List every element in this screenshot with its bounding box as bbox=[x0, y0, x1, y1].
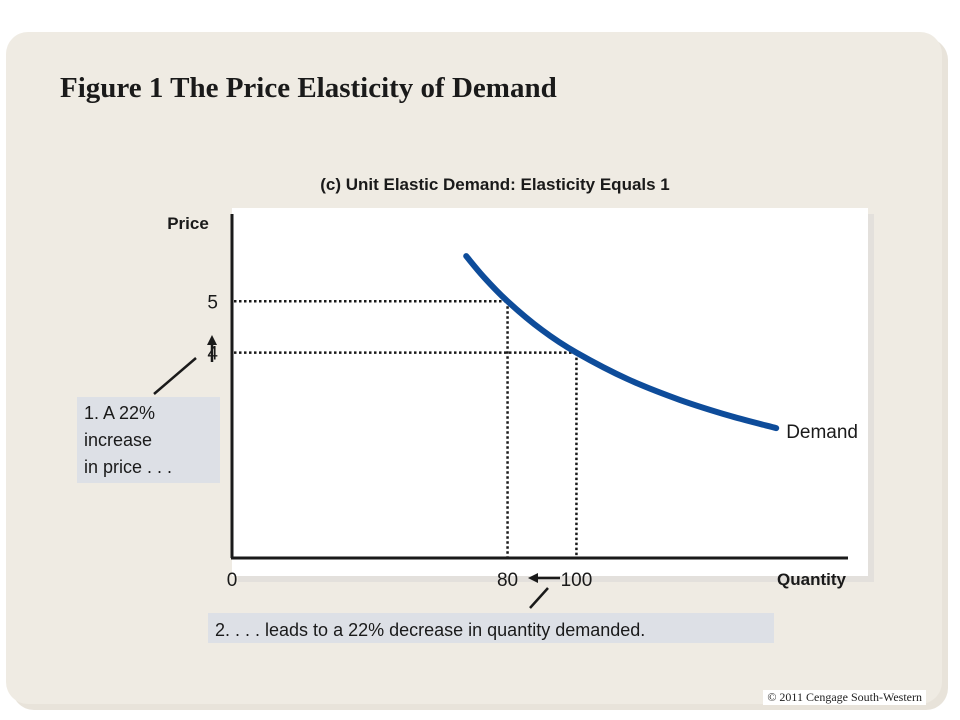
y-tick-label-5: 5 bbox=[207, 292, 218, 313]
quantity-callout-leader bbox=[529, 587, 549, 609]
price-arrow-head bbox=[207, 335, 217, 345]
x-tick-label-0: 0 bbox=[227, 570, 238, 591]
guide-lines bbox=[234, 300, 578, 557]
x-tick-label-80: 80 bbox=[497, 570, 518, 591]
price-change-callout bbox=[77, 397, 220, 483]
x-tick-label-100: 100 bbox=[561, 570, 593, 591]
copyright-notice: © 2011 Cengage South-Western bbox=[763, 690, 926, 705]
demand-curve-label: Demand bbox=[786, 422, 858, 443]
y-axis-label: Price bbox=[167, 214, 209, 233]
x-tick-labels: 0 80 100 bbox=[227, 570, 593, 591]
quantity-change-callout bbox=[208, 613, 774, 643]
chart-title: (c) Unit Elastic Demand: Elasticity Equa… bbox=[320, 175, 670, 194]
quantity-change-text: 2. . . . leads to a 22% decrease in quan… bbox=[215, 620, 645, 640]
quantity-arrow-head bbox=[528, 573, 538, 583]
price-change-line-2: increase bbox=[84, 430, 152, 450]
plot-area bbox=[232, 208, 868, 576]
price-change-line-1: 1. A 22% bbox=[84, 403, 155, 423]
x-axis-label: Quantity bbox=[777, 570, 846, 589]
price-change-line-3: in price . . . bbox=[84, 457, 172, 477]
demand-curve bbox=[463, 253, 780, 432]
price-callout-leader bbox=[153, 357, 197, 395]
page-title: Figure 1 The Price Elasticity of Demand bbox=[60, 72, 557, 104]
